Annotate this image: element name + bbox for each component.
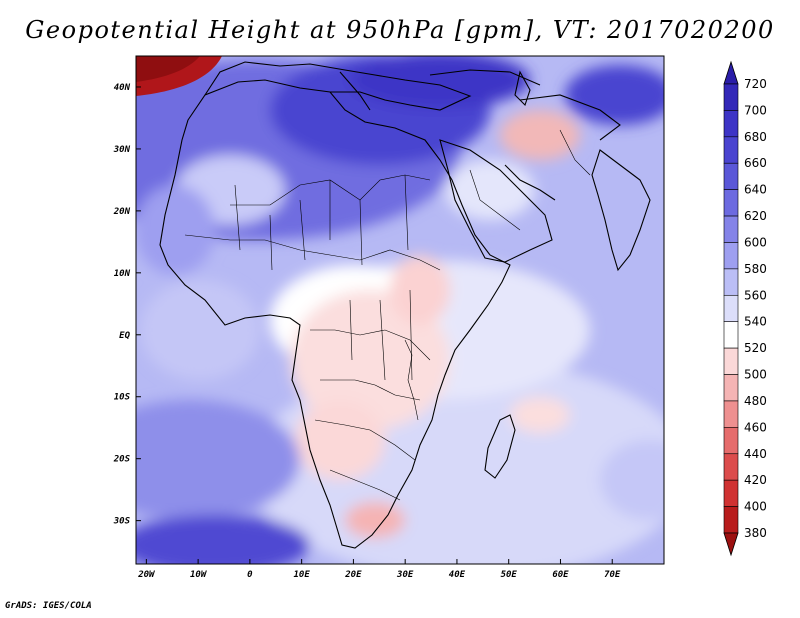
lon-tick-label: 40E xyxy=(449,570,466,580)
colorbar-swatch xyxy=(723,189,739,217)
colorbar-swatch xyxy=(723,83,739,111)
lat-tick-label: 20N xyxy=(113,207,131,217)
colorbar-top-arrow xyxy=(723,60,739,85)
height-field xyxy=(136,56,664,564)
lat-tick-label: 30N xyxy=(113,145,131,155)
south-indian-field xyxy=(600,440,664,520)
lon-tick-label: 50E xyxy=(501,570,518,580)
colorbar-label: 420 xyxy=(744,473,767,487)
colorbar-label: 520 xyxy=(744,341,767,355)
field-blobs xyxy=(136,56,664,564)
lon-tick-label: 20E xyxy=(344,570,362,580)
lon-tick-label: 60E xyxy=(552,570,569,580)
colorbar-label: 680 xyxy=(744,130,767,144)
credit-label: GrADS: IGES/COLA xyxy=(5,601,92,611)
lon-tick-label: 30E xyxy=(396,570,414,580)
lat-tick-label: 20S xyxy=(113,455,131,465)
colorbar-swatch xyxy=(723,374,739,402)
colorbar-label: 500 xyxy=(744,368,767,382)
colorbar-label: 460 xyxy=(744,420,767,434)
colorbar-swatch xyxy=(723,479,739,507)
lon-tick-label: 10E xyxy=(294,570,311,580)
lat-tick-label: EQ xyxy=(119,331,130,341)
colorbar-swatch xyxy=(723,110,739,138)
plot-area xyxy=(135,55,665,565)
colorbar: 720 700 680 660 640 620 600 580 560 540 520 500 480 4… xyxy=(723,60,767,557)
colorbar-swatch xyxy=(723,294,739,323)
angola-low xyxy=(295,400,385,480)
lat-tick-label: 30S xyxy=(113,517,131,527)
colorbar-label: 440 xyxy=(744,447,767,461)
lon-tick-label: 20W xyxy=(137,570,156,580)
colorbar-swatch xyxy=(723,136,739,164)
south-atlantic-field xyxy=(136,400,300,520)
colorbar-swatch xyxy=(723,427,739,455)
lat-tick-label: 10N xyxy=(114,269,131,279)
colorbar-label: 560 xyxy=(744,288,767,302)
map-title: Geopotential Height at 950hPa [gpm], VT:… xyxy=(25,16,775,44)
south-africa-low xyxy=(345,502,405,538)
lon-tick-label: 70E xyxy=(604,570,621,580)
colorbar-label: 380 xyxy=(744,526,767,540)
colorbar-label: 660 xyxy=(744,156,767,170)
colorbar-label: 600 xyxy=(744,235,767,249)
iran-low xyxy=(500,110,580,160)
colorbar-label: 480 xyxy=(744,394,767,408)
longitude-axis: 20W 10W 0 10E 20E 30E 40E 50E 60E 70E xyxy=(137,559,621,580)
congo-low xyxy=(290,290,450,430)
colorbar-label: 540 xyxy=(744,315,767,329)
colorbar-swatch xyxy=(723,268,739,296)
colorbar-swatch xyxy=(723,400,739,428)
lon-tick-label: 0 xyxy=(247,570,253,580)
west-africa-field xyxy=(136,185,215,275)
coastlines xyxy=(159,61,651,549)
colorbar-label: 400 xyxy=(744,500,767,514)
gulf-of-guinea-field xyxy=(140,280,260,380)
ocean-low xyxy=(510,397,570,433)
colorbar-bottom-arrow xyxy=(723,532,739,557)
colorbar-swatch xyxy=(723,506,739,534)
colorbar-label: 580 xyxy=(744,262,767,276)
himalaya-high xyxy=(565,65,664,125)
lat-tick-label: 40N xyxy=(114,83,131,93)
colorbar-swatch xyxy=(723,162,739,190)
east-africa-low xyxy=(390,255,450,325)
lat-tick-label: 10S xyxy=(114,393,131,403)
arabia-field xyxy=(445,160,535,220)
south-atlantic-high xyxy=(136,515,310,564)
colorbar-label: 620 xyxy=(744,209,767,223)
colorbar-swatch xyxy=(723,242,739,270)
colorbar-label: 700 xyxy=(744,103,767,117)
turkey-high xyxy=(350,56,530,108)
colorbar-swatch xyxy=(723,347,739,375)
colorbar-swatch xyxy=(723,321,739,349)
colorbar-label: 640 xyxy=(744,183,767,197)
plot-frame xyxy=(135,55,665,565)
colorbar-label: 720 xyxy=(744,77,767,91)
colorbar-swatch xyxy=(723,453,739,481)
lon-tick-label: 10W xyxy=(190,570,208,580)
latitude-axis: 40N 30N 20N 10N EQ 10S 20S 30S xyxy=(113,83,141,527)
country-borders xyxy=(184,129,591,501)
colorbar-swatch xyxy=(723,215,739,243)
